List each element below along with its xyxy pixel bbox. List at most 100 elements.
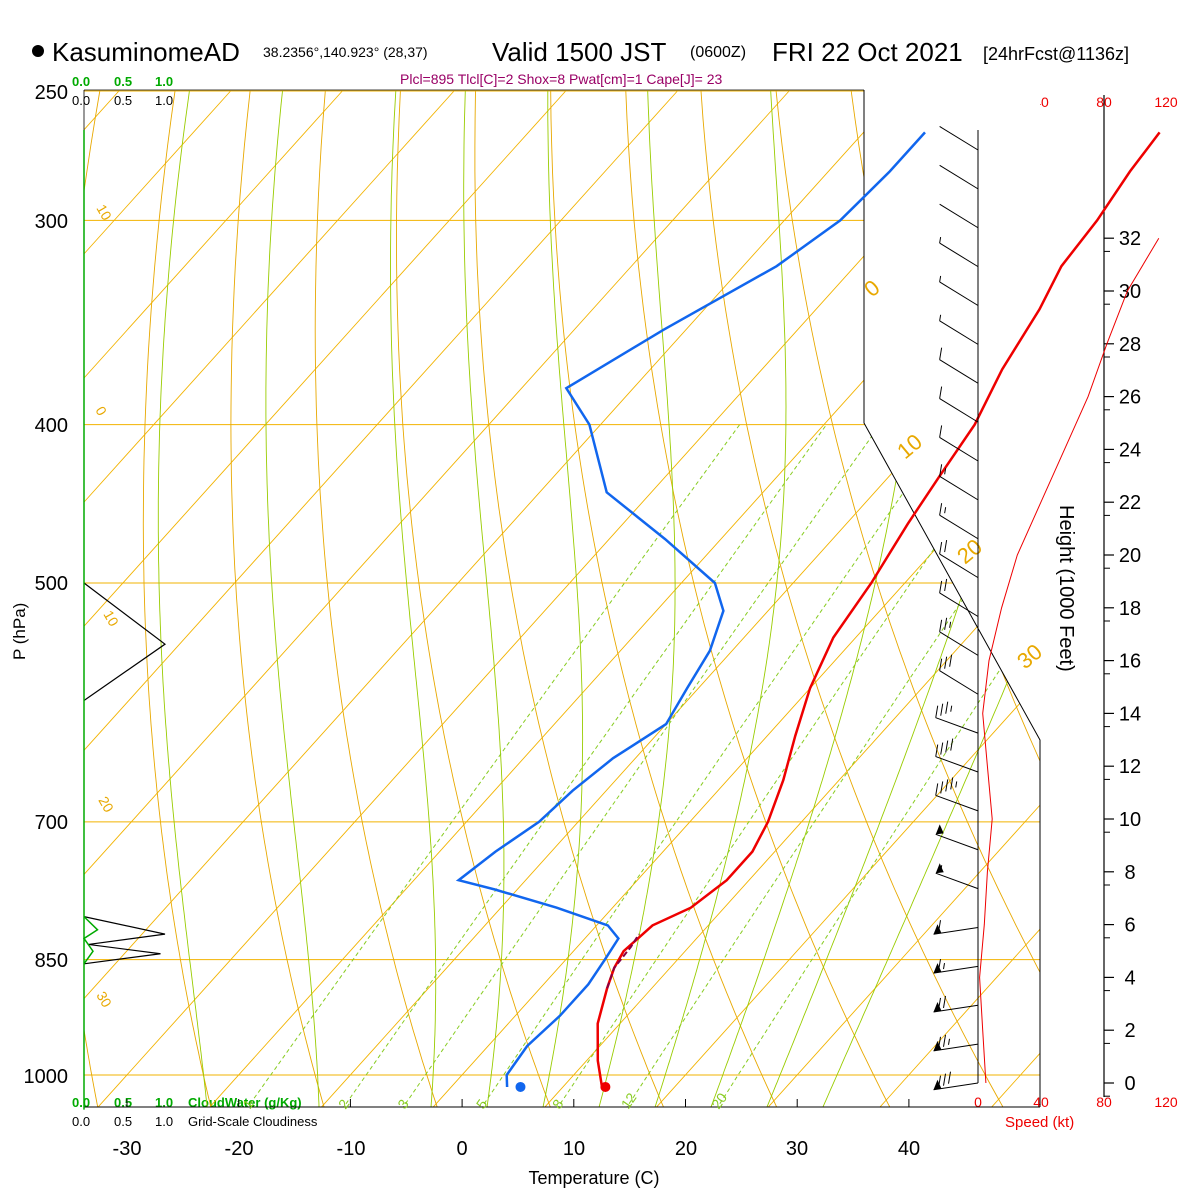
wind-barb-pennant xyxy=(933,1001,942,1012)
speed-top-120: 120 xyxy=(1154,94,1178,110)
wind-barb-flag xyxy=(935,705,939,718)
dry-adiabat-line xyxy=(1152,91,1200,1110)
height-tick-label: 24 xyxy=(1119,439,1141,461)
wind-barb-flag xyxy=(939,658,943,671)
x-tick-m20: -20 xyxy=(225,1138,254,1160)
valid-utc: (0600Z) xyxy=(690,44,746,61)
x-tick-m30: -30 xyxy=(113,1138,142,1160)
wind-barb-staff xyxy=(939,398,979,423)
height-axis-label: Height (1000 Feet) xyxy=(1055,505,1077,672)
wind-barb xyxy=(939,126,979,151)
wind-barb-staff xyxy=(935,794,979,812)
wind-barb-staff xyxy=(939,670,979,695)
wind-barb-flag xyxy=(945,779,949,792)
x-tick-30: 30 xyxy=(786,1138,808,1160)
wind-barb-flag xyxy=(943,995,946,1009)
dry-adiabat-label: 0 xyxy=(92,404,110,419)
height-tick-label: 14 xyxy=(1119,703,1141,725)
height-tick-label: 16 xyxy=(1119,651,1141,673)
cw-scale-05-b: 0.5 xyxy=(114,1095,132,1110)
wind-barb xyxy=(939,617,979,656)
x-tick-40: 40 xyxy=(898,1138,920,1160)
height-tick-label: 32 xyxy=(1119,228,1141,250)
wind-barb-flag xyxy=(940,703,944,716)
wind-barb-halfflag xyxy=(940,865,943,872)
wind-barb-halfflag xyxy=(943,963,945,970)
p-tick-250: 250 xyxy=(35,82,68,104)
wind-barb xyxy=(939,275,979,306)
valid-date: FRI 22 Oct 2021 xyxy=(772,37,963,67)
wind-barb-staff xyxy=(939,553,979,579)
isotherm-line xyxy=(84,90,790,876)
isotherm-line xyxy=(84,90,343,379)
wind-barb-halfflag xyxy=(955,781,958,788)
y-axis-label: P (hPa) xyxy=(10,603,29,660)
isotherm-line xyxy=(655,680,1040,1107)
cw-scale-1: 1.0 xyxy=(155,74,173,89)
wind-barb-pennant xyxy=(935,863,944,874)
wind-barb-flag xyxy=(949,654,953,667)
station-coords: 38.2356°,140.923° (28,37) xyxy=(263,44,428,60)
moist-adiabat-line xyxy=(463,90,505,1107)
wind-barb-staff xyxy=(939,514,979,540)
isotherm-line xyxy=(84,90,455,503)
height-tick-label: 18 xyxy=(1119,598,1141,620)
wind-barb xyxy=(939,464,979,501)
moist-adiabat-line xyxy=(598,90,676,1107)
dry-adiabat-label: 10 xyxy=(100,608,122,630)
station-dot-icon xyxy=(32,45,44,57)
dry-adiabat-line xyxy=(142,90,212,1107)
isotherm-line xyxy=(84,90,678,752)
wind-barb xyxy=(939,203,979,229)
cl-scale-0-b: 0.0 xyxy=(72,1114,90,1129)
cw-scale-0-b: 0.0 xyxy=(72,1095,90,1110)
wind-barb xyxy=(939,654,979,695)
wind-barb-halfflag xyxy=(950,705,953,712)
cloudiness-label: Grid-Scale Cloudiness xyxy=(188,1114,318,1129)
wind-barb-halfflag xyxy=(944,468,947,475)
cloudwater-label: CloudWater (g/Kg) xyxy=(188,1095,302,1110)
dry-adiabat-line xyxy=(550,90,778,1107)
wind-barb-flag xyxy=(944,656,948,669)
wind-barb-flag xyxy=(939,619,943,632)
wind-barb-halfflag xyxy=(948,1038,950,1045)
x-axis-label: Temperature (C) xyxy=(528,1168,659,1188)
mixing-ratio-label: 2 xyxy=(335,1096,353,1112)
cloudwater-line xyxy=(82,916,99,965)
wind-barb-flag xyxy=(938,1075,941,1088)
wind-barb-flag xyxy=(950,738,954,751)
wind-barb-staff xyxy=(939,281,979,306)
wind-barb-staff xyxy=(935,833,979,851)
wind-barb-flag xyxy=(939,347,943,360)
wind-barb xyxy=(933,959,979,974)
height-tick-label: 6 xyxy=(1124,915,1135,937)
cw-scale-05: 0.5 xyxy=(114,74,132,89)
dry-adiabat-line xyxy=(474,90,664,1107)
dry-adiabat-line xyxy=(314,90,438,1107)
p-tick-1000: 1000 xyxy=(24,1066,69,1088)
wind-barb-pennant xyxy=(933,963,942,974)
cl-scale-05: 0.5 xyxy=(114,93,132,108)
isotherm-line xyxy=(97,90,1013,1107)
wind-barb-staff xyxy=(939,126,979,151)
wind-barb-flag xyxy=(940,742,944,755)
cl-scale-1-b: 1.0 xyxy=(155,1114,173,1129)
wind-barb xyxy=(935,777,979,812)
wind-barb-flag xyxy=(948,1071,951,1084)
speed-bot-40: 40 xyxy=(1033,1094,1049,1110)
wind-barb-staff xyxy=(939,320,979,345)
wind-barb-staff xyxy=(939,359,979,384)
wind-speed-profile-line xyxy=(979,237,1160,1084)
wind-barb xyxy=(935,701,979,734)
wind-barb-flag xyxy=(943,1073,946,1086)
wind-barb-flag xyxy=(938,997,941,1011)
wind-barb xyxy=(939,386,979,423)
mixing-ratio-label: 3 xyxy=(394,1096,412,1112)
wind-barb-staff xyxy=(939,592,979,617)
wind-barb-pennant xyxy=(933,1079,942,1090)
wind-barb xyxy=(933,1071,979,1091)
mixing-ratio-line xyxy=(402,424,881,1107)
wind-barb-staff xyxy=(939,242,979,268)
wind-barb-staff xyxy=(939,631,979,656)
dry-adiabat-label: 10 xyxy=(93,202,115,224)
